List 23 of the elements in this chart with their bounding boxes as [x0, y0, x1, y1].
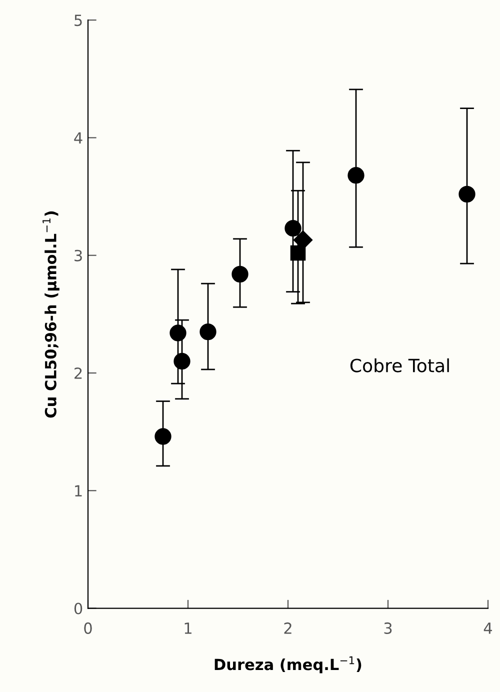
point	[232, 266, 248, 283]
point	[154, 428, 172, 445]
x-tick-label: 2	[284, 622, 292, 634]
annotation: Cobre Total	[350, 358, 449, 372]
x-tick-label: 4	[484, 622, 492, 634]
point	[284, 220, 302, 237]
y-tick-label: 3	[74, 250, 82, 262]
y-tick-label: 0	[74, 602, 82, 614]
point	[458, 186, 476, 203]
x-axis-title: Dureza (meq.L$^{−1}$)	[214, 656, 362, 674]
y-tick-label: 4	[74, 132, 82, 144]
x-tick-label: 3	[384, 622, 392, 634]
point	[290, 245, 306, 261]
x-tick-label: 1	[184, 622, 192, 634]
point	[200, 323, 216, 340]
point	[170, 324, 186, 342]
x-tick-label: 0	[84, 622, 92, 634]
y-tick-label: 1	[75, 485, 82, 496]
y-tick-label: 5	[74, 14, 82, 26]
point	[348, 167, 364, 184]
y-axis-title: Cu CL50;96-h (µmol.L$^{−1}$)	[42, 211, 60, 418]
point	[174, 352, 190, 370]
y-tick-label: 2	[74, 367, 82, 379]
